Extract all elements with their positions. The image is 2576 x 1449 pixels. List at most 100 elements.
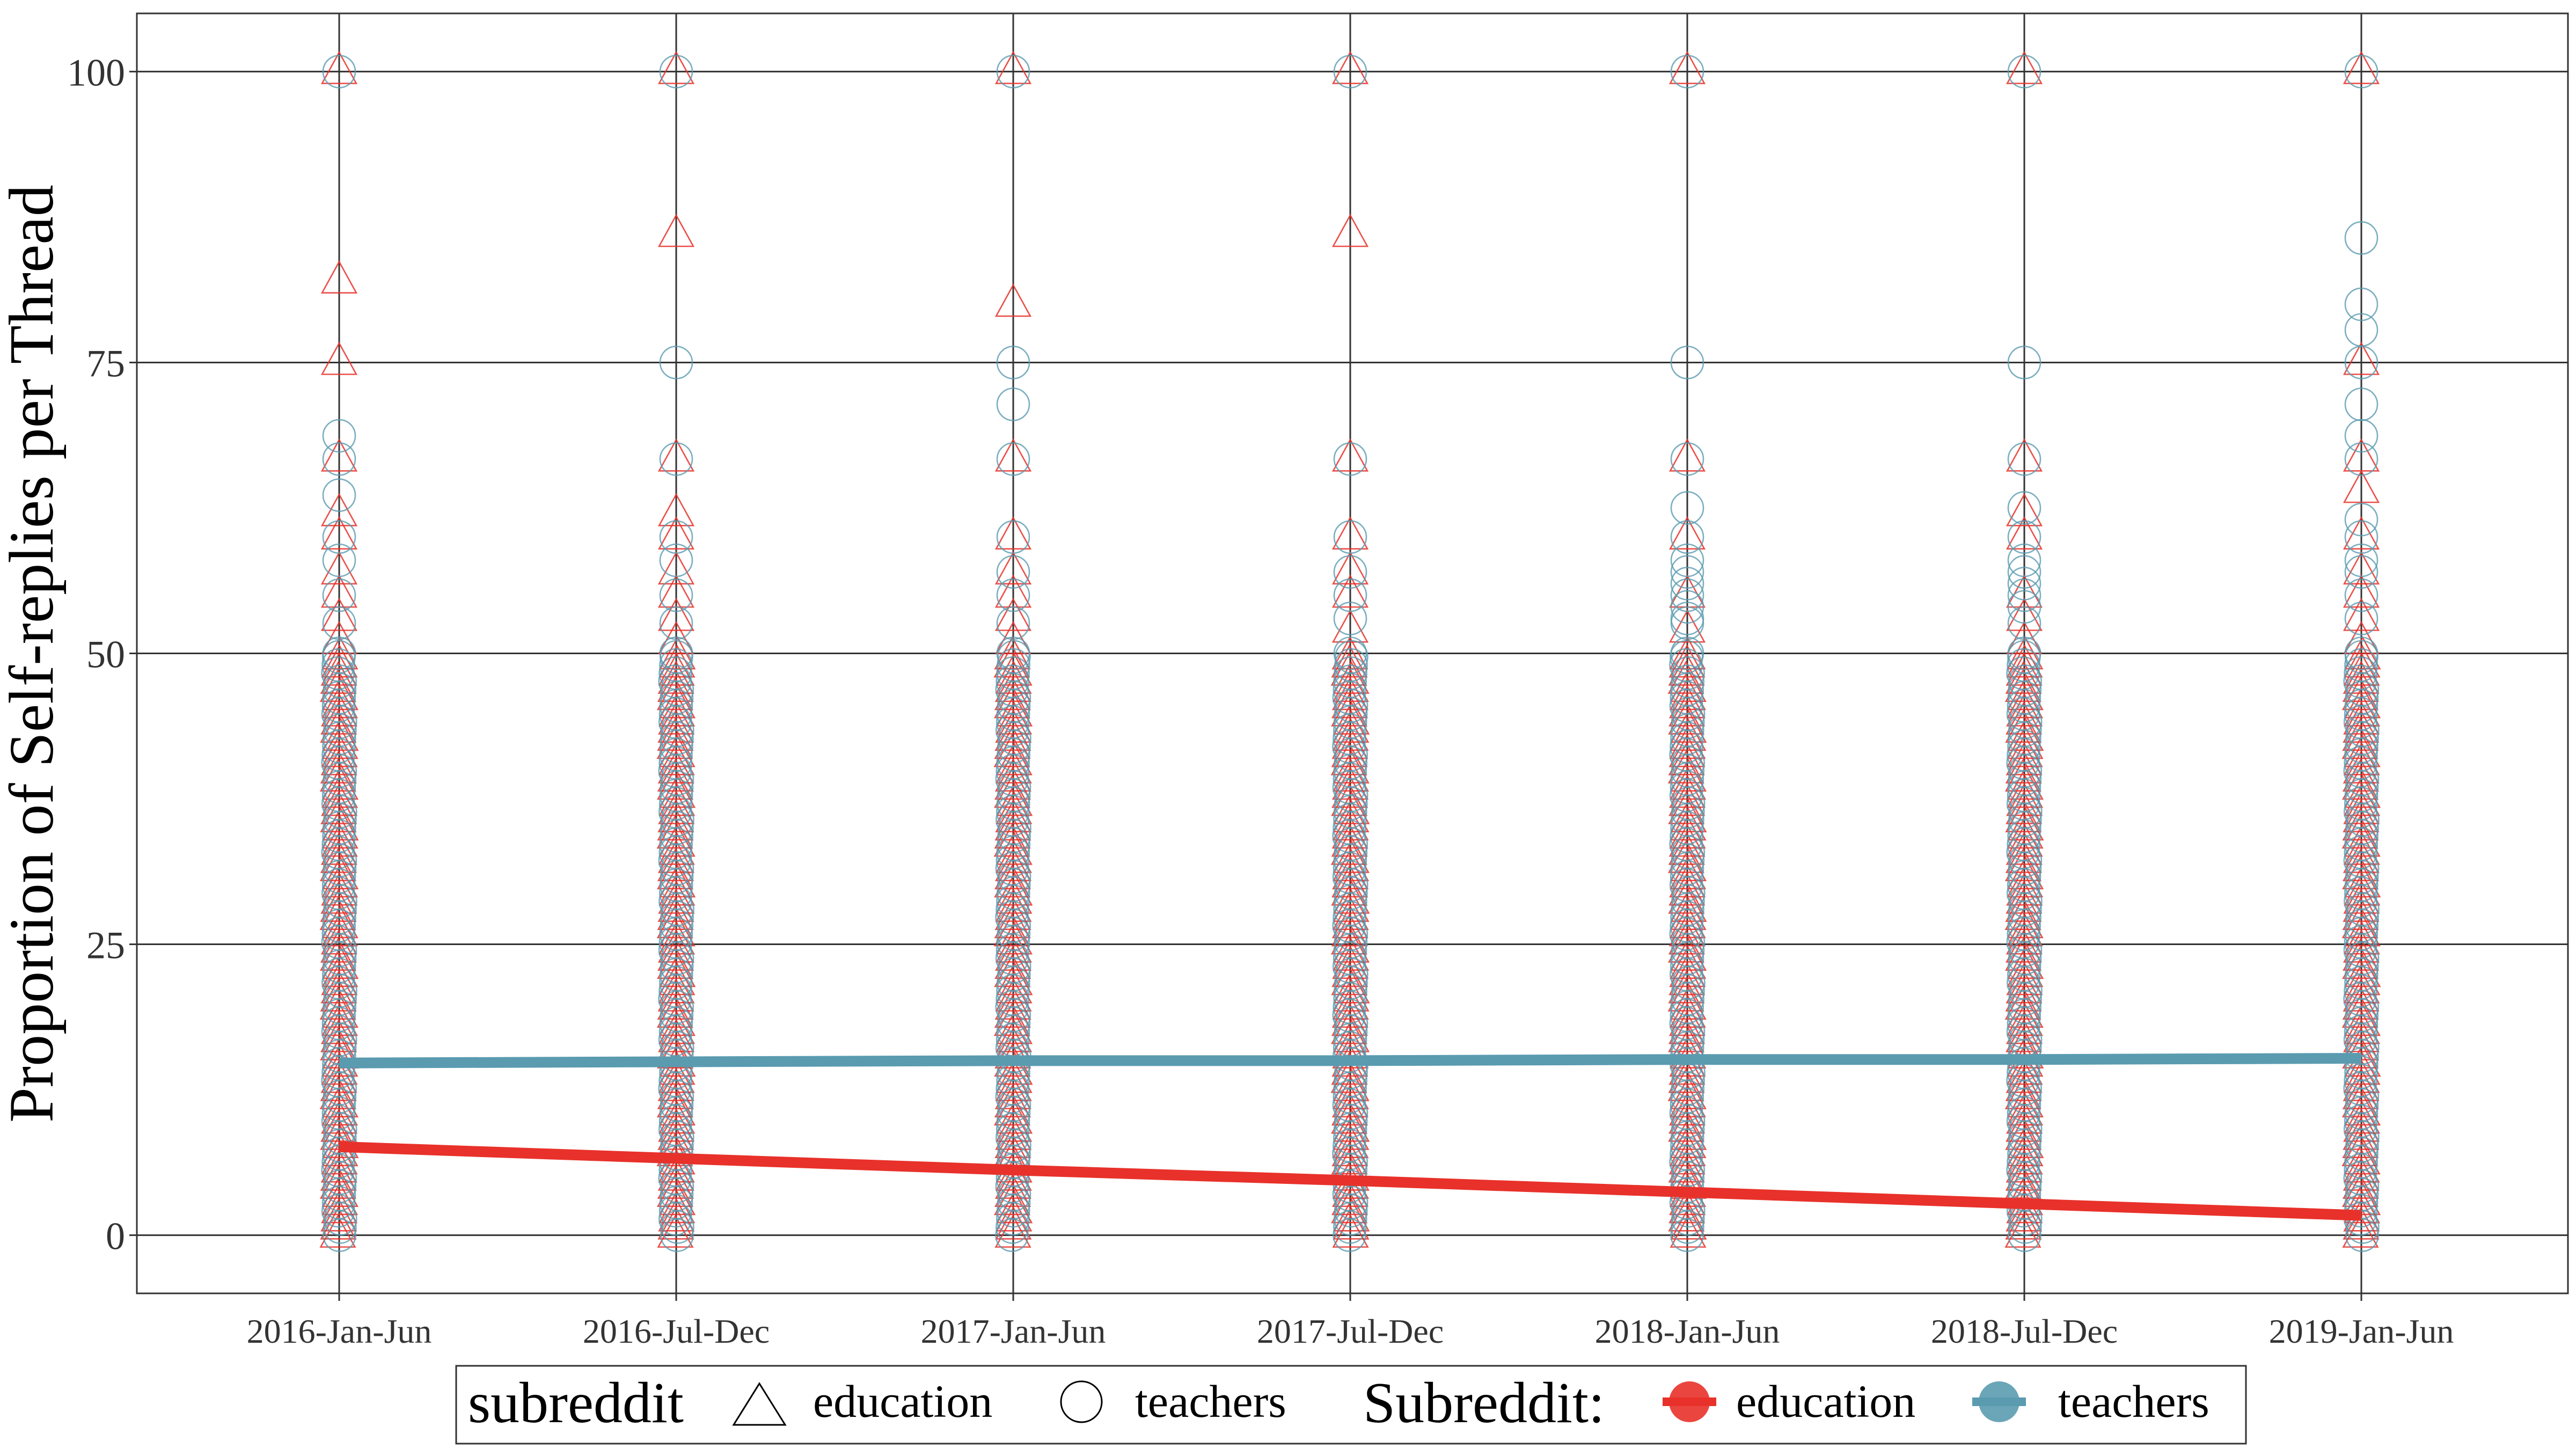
- education-point: [994, 621, 1032, 655]
- education-point: [1331, 438, 1369, 472]
- education-point: [994, 516, 1032, 550]
- teachers-point: [2007, 520, 2041, 554]
- education-point: [2342, 946, 2379, 979]
- education-point: [2342, 897, 2379, 931]
- education-point: [2343, 50, 2380, 84]
- education-point: [2006, 438, 2043, 472]
- education-point: [1331, 1084, 1368, 1118]
- education-point: [320, 1149, 357, 1183]
- education-point: [657, 660, 694, 694]
- education-point: [1331, 644, 1368, 678]
- education-point: [320, 1067, 357, 1101]
- education-point: [994, 597, 1032, 631]
- education-point: [994, 1035, 1031, 1069]
- teachers-point: [2007, 606, 2041, 640]
- education-point: [1331, 823, 1368, 857]
- teachers-points: [321, 55, 2380, 1252]
- education-point: [2342, 718, 2379, 751]
- education-point: [2005, 709, 2042, 743]
- education-point: [993, 685, 1031, 719]
- teachers-point: [2344, 287, 2379, 321]
- teachers-point: [996, 656, 1030, 690]
- teachers-point: [1333, 664, 1367, 698]
- education-point: [1331, 864, 1368, 898]
- education-point: [2006, 962, 2043, 996]
- education-point: [1331, 726, 1368, 759]
- education-point: [2005, 799, 2042, 832]
- teachers-point: [996, 520, 1030, 554]
- education-point: [1668, 1002, 1706, 1036]
- education-point: [320, 978, 357, 1012]
- education-point: [657, 1157, 694, 1191]
- education-point: [995, 1116, 1032, 1150]
- education-point: [320, 516, 358, 550]
- teachers-point: [322, 55, 356, 89]
- education-point: [321, 1190, 358, 1224]
- education-point: [1668, 1190, 1706, 1224]
- education-point: [657, 1214, 694, 1248]
- education-point: [1331, 872, 1368, 906]
- education-point: [2343, 1108, 2380, 1142]
- teachers-point: [996, 636, 1030, 670]
- education-point: [2005, 1206, 2042, 1240]
- education-point: [1331, 1133, 1368, 1167]
- education-point: [2006, 621, 2043, 655]
- teachers-point: [1671, 664, 1704, 698]
- education-point: [320, 1116, 357, 1150]
- education-point: [320, 750, 357, 784]
- education-point: [2006, 1198, 2043, 1232]
- education-point: [1668, 831, 1705, 865]
- education-point: [657, 1206, 694, 1240]
- y-tick-label: 25: [86, 924, 125, 967]
- teachers-point: [2344, 387, 2379, 421]
- education-point: [658, 701, 695, 735]
- education-point: [1331, 551, 1369, 585]
- education-point: [1331, 214, 1369, 247]
- education-point: [657, 493, 695, 526]
- teachers-point: [1670, 346, 1704, 379]
- education-point: [2343, 1116, 2380, 1150]
- education-point: [2004, 1165, 2041, 1199]
- education-point: [1667, 660, 1704, 694]
- education-point: [2343, 341, 2380, 375]
- x-tick-label: 2016-Jan-Jun: [247, 1312, 432, 1350]
- education-point: [1331, 693, 1368, 727]
- education-point: [2006, 782, 2043, 816]
- education-point: [656, 677, 693, 711]
- education-point: [1668, 609, 1706, 643]
- education-point: [657, 214, 695, 247]
- education-point: [1330, 1011, 1368, 1044]
- x-tick-label: 2017-Jul-Dec: [1257, 1312, 1444, 1350]
- education-point: [1668, 701, 1705, 735]
- teachers-point: [2007, 567, 2041, 601]
- education-point: [1331, 962, 1368, 996]
- education-point: [1668, 1011, 1706, 1044]
- education-point: [320, 921, 357, 955]
- education-point: [2341, 1084, 2379, 1118]
- education-point: [2005, 929, 2043, 963]
- education-point: [2342, 758, 2379, 792]
- education-point: [1331, 1182, 1368, 1216]
- education-point: [1331, 685, 1368, 719]
- education-point: [994, 1084, 1031, 1118]
- education-point: [656, 1174, 694, 1208]
- education-point: [320, 839, 357, 873]
- education-point: [994, 954, 1031, 987]
- teachers-point: [1333, 578, 1367, 612]
- education-point: [1331, 954, 1368, 987]
- education-point: [994, 766, 1031, 800]
- education-point: [2005, 839, 2042, 873]
- teachers-point: [2343, 664, 2377, 698]
- teachers-point: [2007, 636, 2041, 670]
- teachers-point: [2006, 656, 2040, 690]
- education-point: [1331, 734, 1368, 767]
- education-point: [995, 709, 1032, 743]
- education-point: [2342, 856, 2379, 890]
- education-point: [320, 652, 357, 686]
- legend-education-color-bar: [1663, 1397, 1716, 1406]
- education-point: [994, 677, 1031, 711]
- education-point: [1668, 652, 1705, 686]
- education-point: [1332, 856, 1369, 890]
- education-point: [1331, 516, 1369, 550]
- education-point: [657, 750, 694, 784]
